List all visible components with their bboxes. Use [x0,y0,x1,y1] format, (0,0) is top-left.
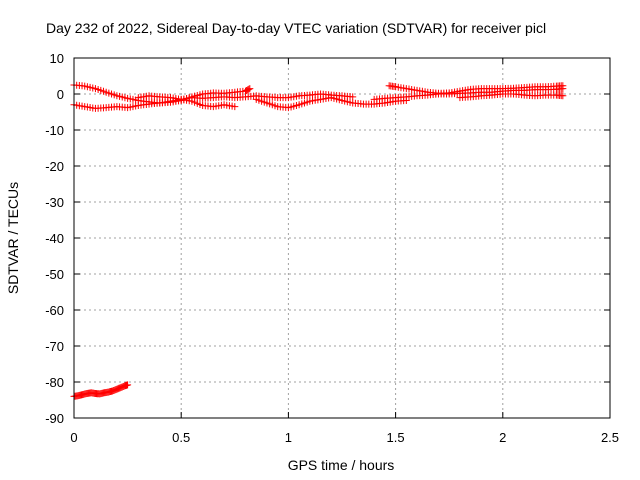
y-tick-label: -60 [45,303,64,318]
y-tick-label: -10 [45,123,64,138]
data-point [349,93,357,101]
data-point [246,85,254,93]
data-points [70,81,567,400]
x-tick-label: 1 [285,430,292,445]
data-point [559,92,567,100]
axis-ticks: 10 0 -10 -20 -30 -40 -50 -60 -70 -80 -90 0 0.5 1 1.5 2 2… [45,51,619,445]
y-tick-label: -90 [45,411,64,426]
grid-lines [74,58,610,418]
y-tick-label: -20 [45,159,64,174]
x-tick-label: 2.5 [601,430,619,445]
plot-frame [73,57,611,419]
data-point [245,85,253,93]
data-point [124,381,132,389]
x-tick-label: 1.5 [387,430,405,445]
y-tick-label: -70 [45,339,64,354]
data-point [559,85,567,93]
y-tick-label: 0 [57,87,64,102]
y-axis-label: SDTVAR / TECUs [5,182,21,294]
y-tick-label: -50 [45,267,64,282]
x-tick-label: 0 [70,430,77,445]
y-tick-label: 10 [50,51,64,66]
y-tick-label: -30 [45,195,64,210]
y-tick-label: -80 [45,375,64,390]
x-axis-label: GPS time / hours [288,457,395,473]
data-point [231,103,239,111]
x-tick-label: 2 [499,430,506,445]
x-tick-label: 0.5 [172,430,190,445]
chart-title: Day 232 of 2022, Sidereal Day-to-day VTE… [46,20,546,36]
y-tick-label: -40 [45,231,64,246]
